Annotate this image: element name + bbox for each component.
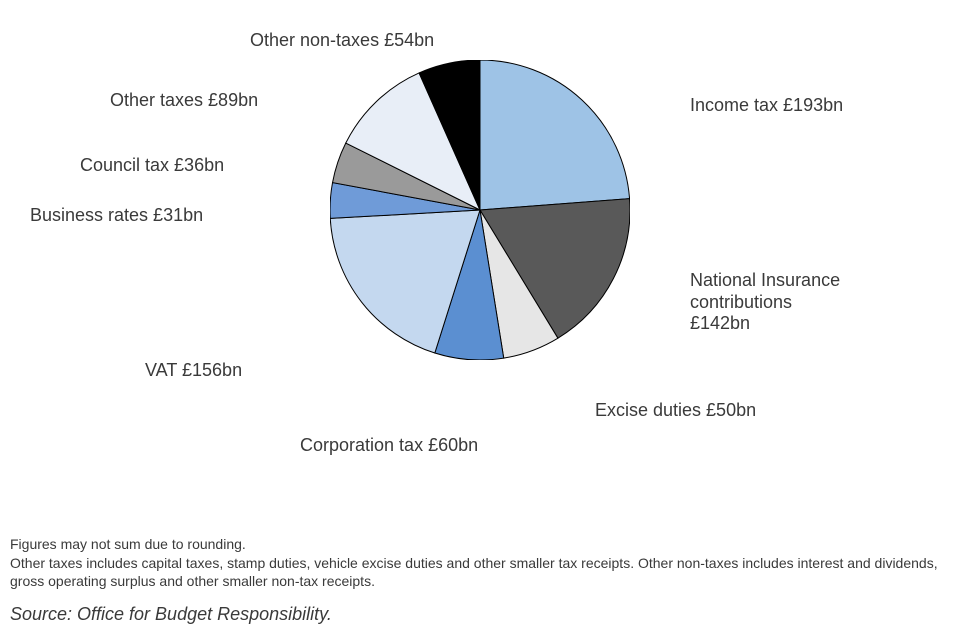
pie-slice-label: Other taxes £89bn xyxy=(110,90,258,112)
footnote-line: Other taxes includes capital taxes, stam… xyxy=(10,554,950,590)
pie-slice-label: Council tax £36bn xyxy=(80,155,224,177)
pie-slice-label: Corporation tax £60bn xyxy=(300,435,478,457)
pie-slice-label: Income tax £193bn xyxy=(690,95,843,117)
pie-slice-label: VAT £156bn xyxy=(145,360,242,382)
chart-source: Source: Office for Budget Responsibility… xyxy=(10,604,332,625)
pie-chart-area: Income tax £193bn National Insurance cont… xyxy=(0,0,960,520)
pie-slice-label: Business rates £31bn xyxy=(30,205,203,227)
pie-slice-label: Excise duties £50bn xyxy=(595,400,756,422)
pie-slice xyxy=(480,60,630,210)
pie-chart-svg xyxy=(330,60,630,360)
chart-footnotes: Figures may not sum due to rounding. Oth… xyxy=(10,535,950,590)
pie-slice-label: National Insurance contributions £142bn xyxy=(690,270,850,335)
footnote-line: Figures may not sum due to rounding. xyxy=(10,535,950,553)
pie-slice-label: Other non-taxes £54bn xyxy=(250,30,434,52)
